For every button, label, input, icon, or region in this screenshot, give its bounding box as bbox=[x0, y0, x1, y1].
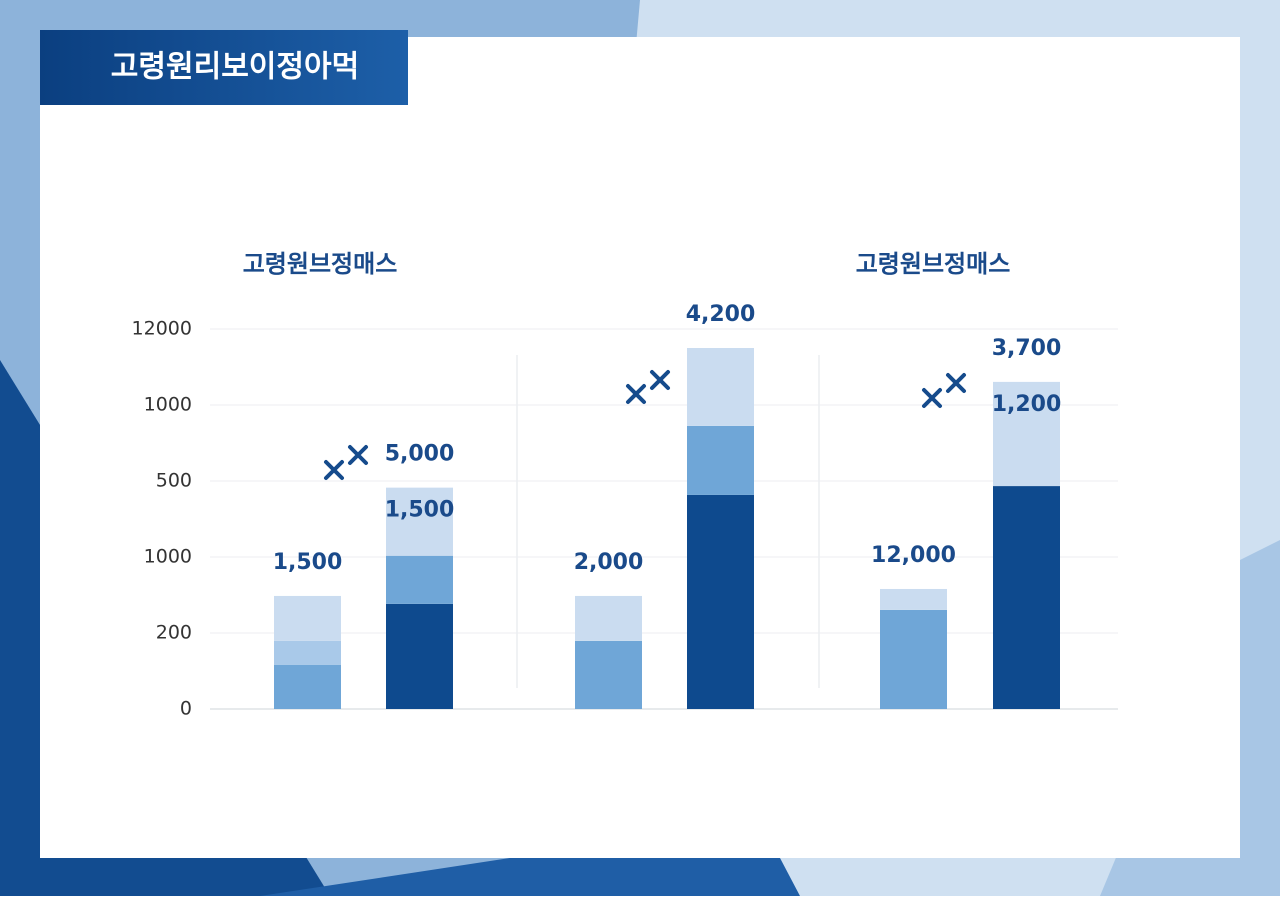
bar-segment bbox=[993, 486, 1060, 709]
bar-segment bbox=[687, 494, 754, 709]
bar-segment bbox=[880, 609, 947, 709]
data-label: 12,000 bbox=[871, 543, 956, 568]
panel-subtitle: 고령원브정매스 bbox=[856, 250, 1011, 278]
data-label: 1,500 bbox=[385, 498, 455, 523]
y-tick-label: 1000 bbox=[144, 394, 192, 416]
x-marker bbox=[946, 373, 966, 393]
chart-title: 고령원리보이정아먹 bbox=[111, 50, 359, 85]
bar-segment bbox=[274, 595, 341, 641]
bar-segment bbox=[993, 381, 1060, 487]
title-bar bbox=[40, 30, 408, 105]
data-label: 1,500 bbox=[273, 550, 343, 575]
x-marker bbox=[348, 445, 368, 465]
data-label: 2,000 bbox=[574, 550, 644, 575]
bar-segment bbox=[386, 487, 453, 556]
bar-segment bbox=[687, 425, 754, 495]
bar-segment bbox=[274, 664, 341, 709]
data-label: 1,200 bbox=[992, 392, 1062, 417]
y-tick-label: 1000 bbox=[144, 546, 192, 568]
data-label: 5,000 bbox=[385, 442, 455, 467]
bar-segment bbox=[386, 603, 453, 709]
bar-segment bbox=[274, 640, 341, 665]
y-tick-label: 500 bbox=[156, 470, 192, 492]
y-tick-label: 0 bbox=[180, 698, 192, 720]
panel-subtitle: 고령원브정매스 bbox=[243, 250, 398, 278]
x-marker bbox=[922, 388, 942, 408]
bar-segment bbox=[575, 640, 642, 709]
data-label: 3,700 bbox=[992, 336, 1062, 361]
x-marker bbox=[324, 460, 344, 480]
bar-segment bbox=[386, 555, 453, 604]
bar-segment bbox=[687, 348, 754, 426]
y-tick-label: 12000 bbox=[132, 318, 192, 340]
data-label: 4,200 bbox=[686, 302, 756, 327]
bar-segment bbox=[575, 595, 642, 641]
x-marker bbox=[626, 384, 646, 404]
bar-segment bbox=[880, 588, 947, 610]
y-tick-label: 200 bbox=[156, 622, 192, 644]
x-marker bbox=[650, 370, 670, 390]
